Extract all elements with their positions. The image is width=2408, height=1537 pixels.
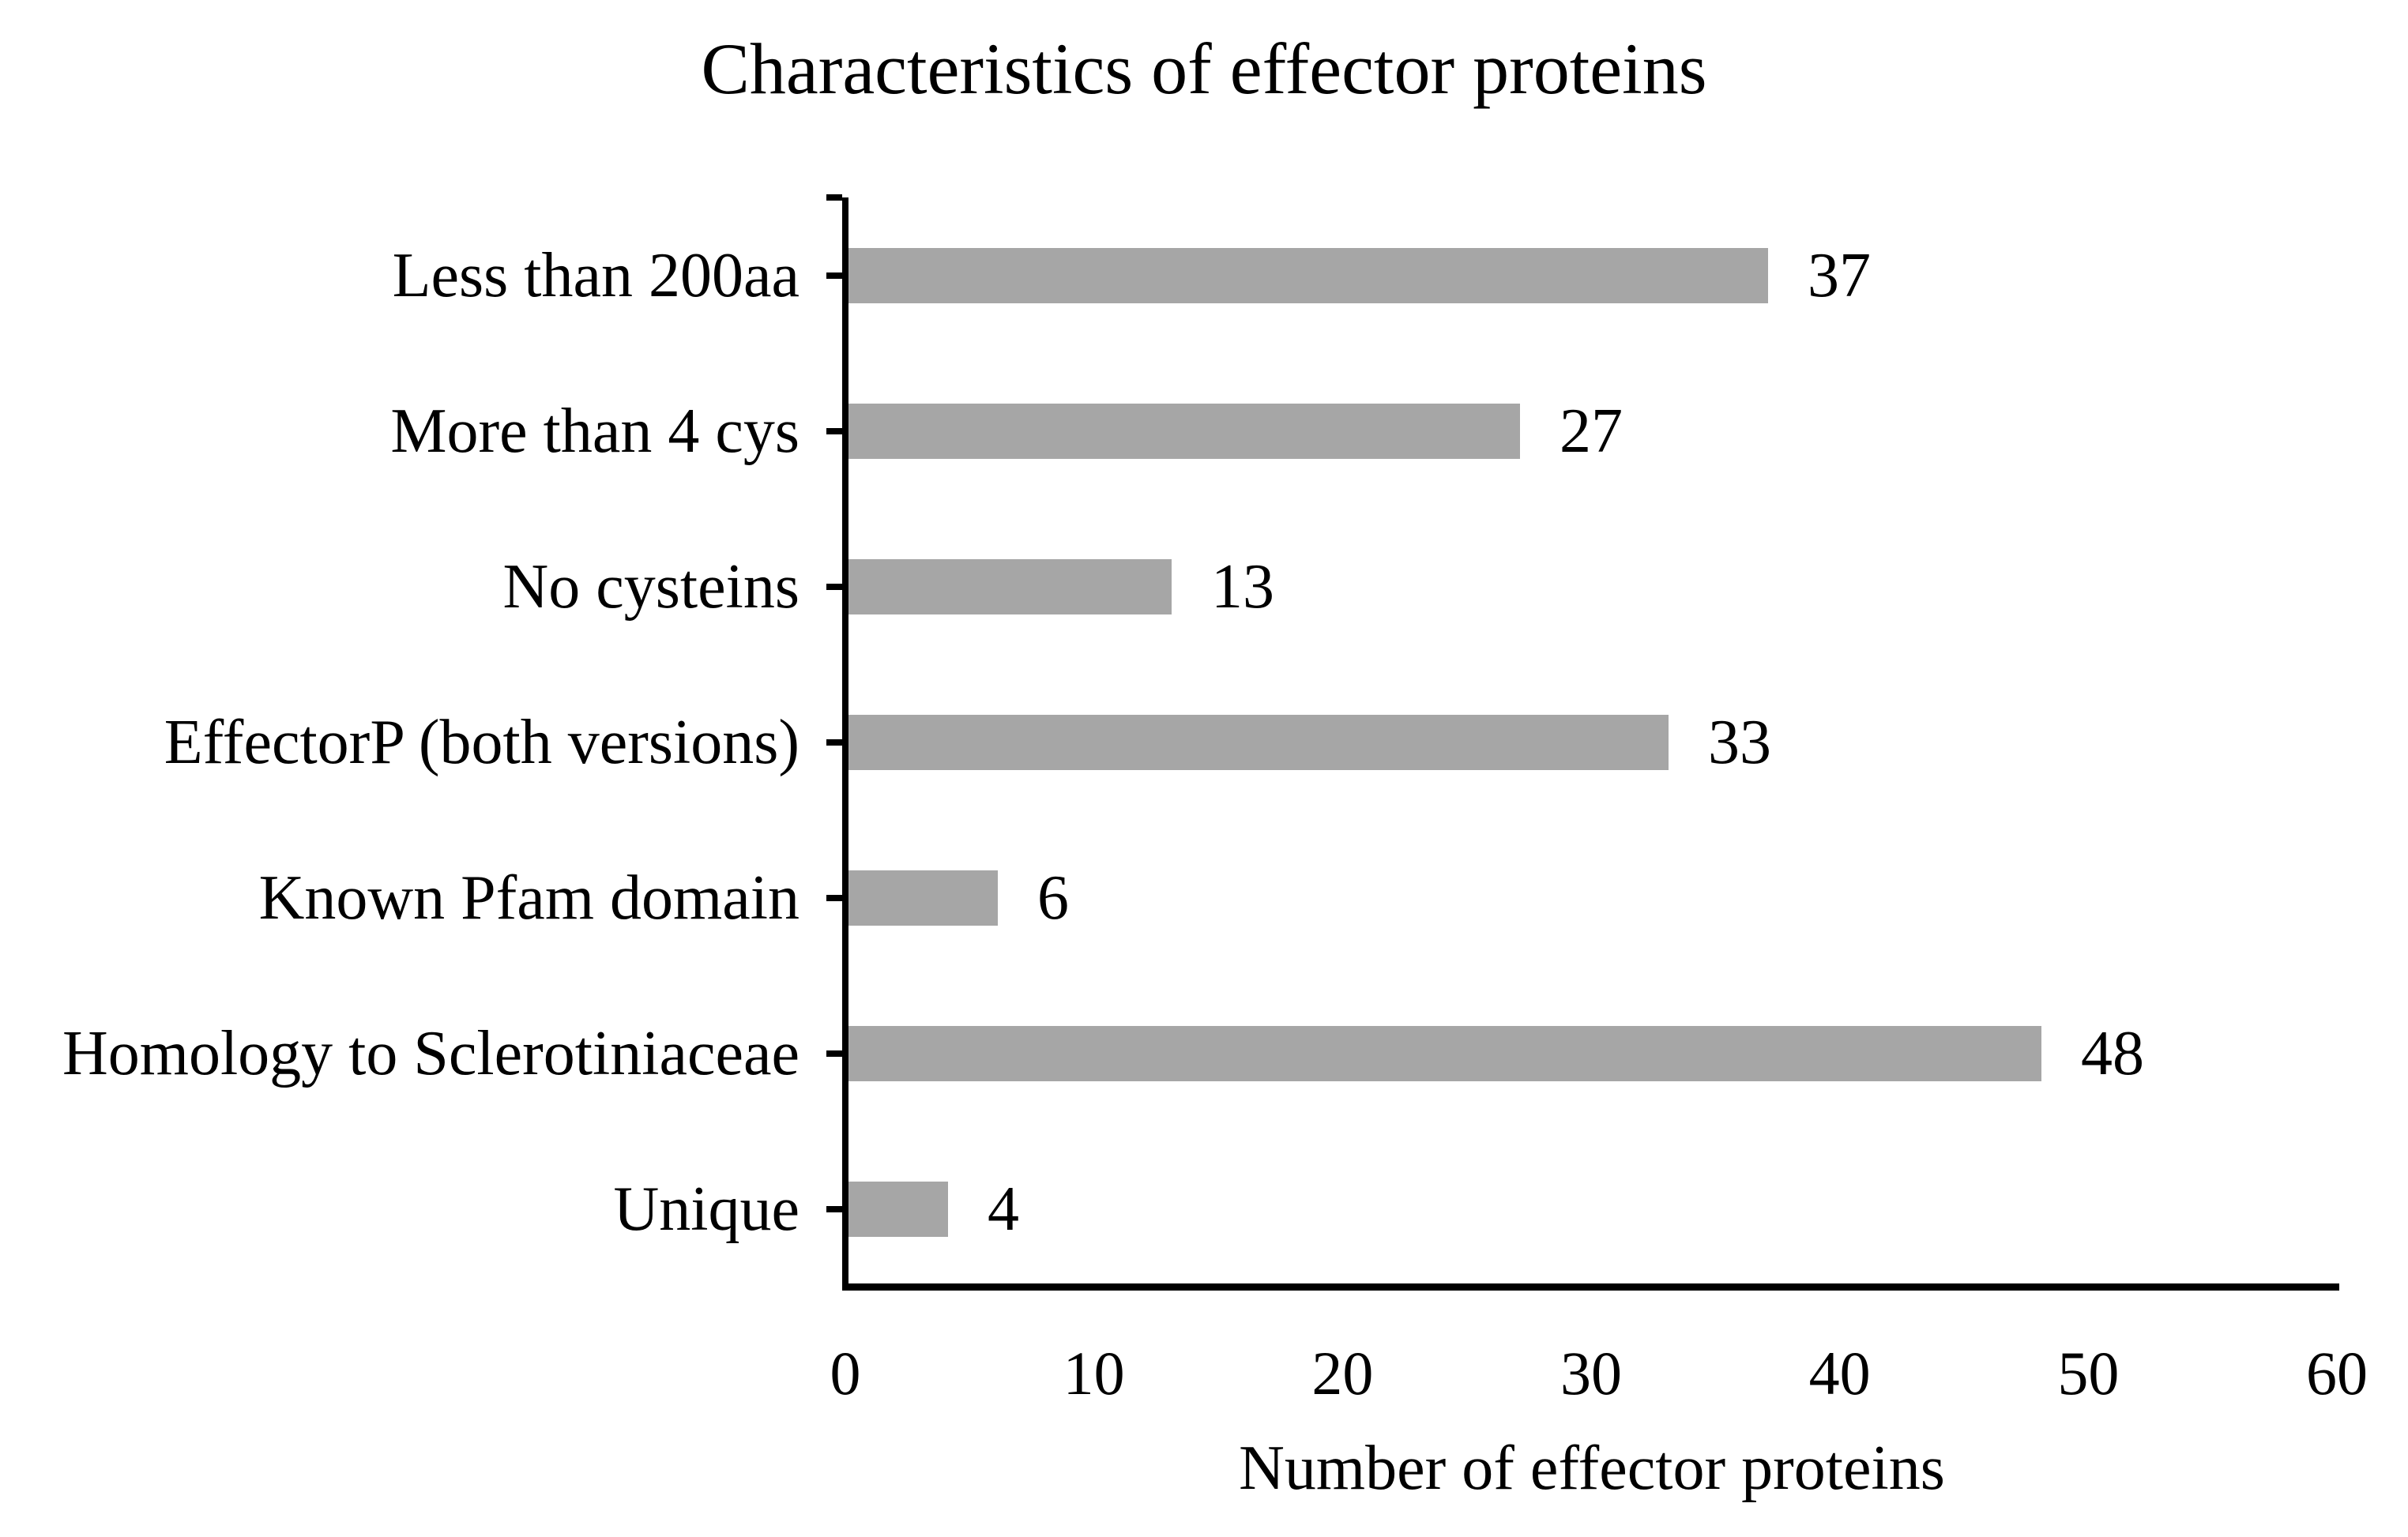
- x-tick-label: 40: [1808, 1339, 1871, 1407]
- y-axis-top-tick: [826, 194, 842, 201]
- bar: [848, 403, 1520, 459]
- y-axis-tick: [826, 894, 842, 901]
- y-axis-tick: [826, 1205, 842, 1212]
- chart-title: Characteristics of effector proteins: [701, 28, 1707, 109]
- category-label: Known Pfam domain: [258, 862, 800, 933]
- x-tick-label: 50: [2057, 1339, 2120, 1407]
- category-label: EffectorP (both versions): [164, 707, 800, 777]
- bar: [848, 870, 998, 926]
- bar-value-label: 37: [1808, 240, 1871, 310]
- bar-value-label: 4: [988, 1174, 1019, 1244]
- x-tick-label: 20: [1311, 1339, 1374, 1407]
- bar: [848, 558, 1172, 614]
- bar: [848, 247, 1768, 303]
- y-axis-tick: [826, 583, 842, 590]
- bar-value-label: 33: [1708, 707, 1771, 777]
- bar: [848, 1181, 948, 1237]
- y-axis-tick: [826, 738, 842, 746]
- x-tick-label: 0: [830, 1339, 861, 1407]
- x-axis-line: [842, 1283, 2339, 1291]
- bar: [848, 1025, 2041, 1081]
- y-axis-line: [842, 197, 848, 1291]
- y-axis-tick: [826, 427, 842, 434]
- x-axis-title: Number of effector proteins: [1239, 1434, 1945, 1503]
- category-label: Unique: [613, 1174, 800, 1244]
- x-tick-label: 60: [2306, 1339, 2368, 1407]
- bar-value-label: 6: [1037, 862, 1069, 933]
- x-tick-label: 10: [1063, 1339, 1125, 1407]
- category-label: Less than 200aa: [392, 240, 800, 310]
- category-label: More than 4 cys: [390, 396, 800, 466]
- bar-value-label: 13: [1211, 551, 1274, 622]
- y-axis-tick: [826, 272, 842, 279]
- category-label: Homology to Sclerotiniaceae: [62, 1018, 800, 1088]
- bar-value-label: 48: [2081, 1018, 2144, 1088]
- category-label: No cysteins: [502, 551, 800, 622]
- x-tick-label: 30: [1560, 1339, 1622, 1407]
- bar: [848, 714, 1669, 770]
- bar-value-label: 27: [1560, 396, 1623, 466]
- y-axis-tick: [826, 1050, 842, 1057]
